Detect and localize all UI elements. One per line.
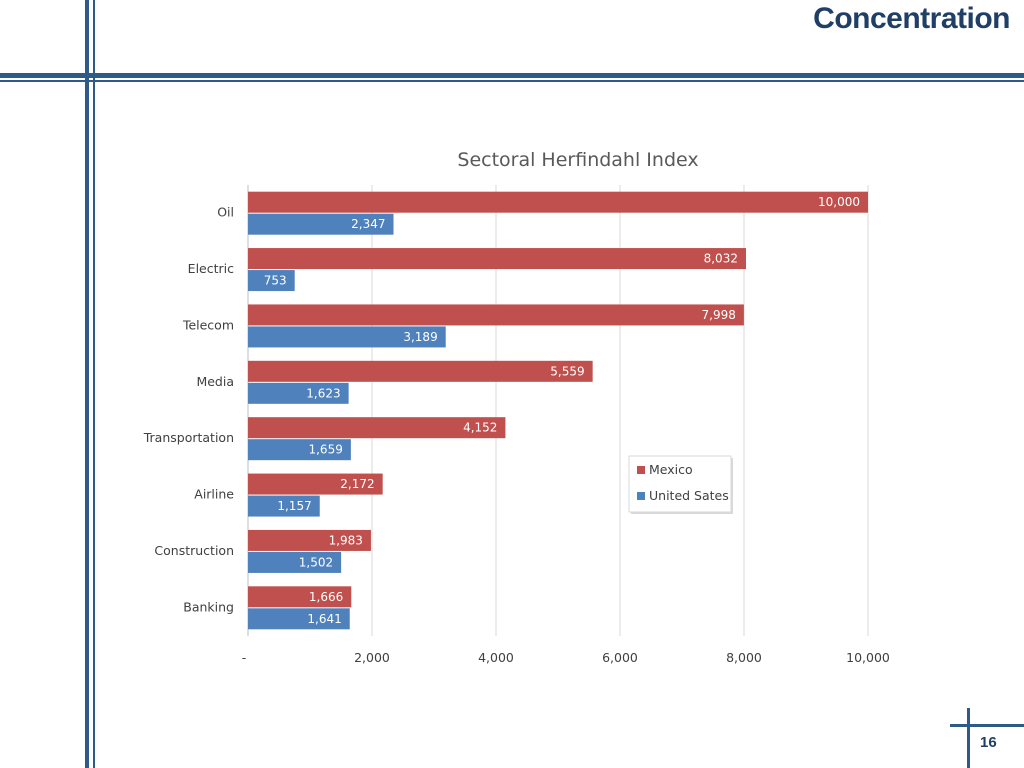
- us-value-label: 1,623: [306, 386, 340, 400]
- mexico-value-label: 4,152: [463, 421, 497, 435]
- category-label: Airline: [194, 487, 234, 502]
- page-corner-horizontal-rule: [950, 724, 1024, 727]
- us-bar: [248, 551, 342, 573]
- category-label: Construction: [154, 543, 234, 558]
- us-bar: [248, 439, 351, 461]
- header-horizontal-rule-secondary: [0, 80, 1024, 82]
- page-number: 16: [980, 734, 997, 751]
- x-tick-label: 8,000: [726, 650, 762, 665]
- legend-label-us: United Sates: [649, 488, 729, 503]
- category-label: Telecom: [182, 317, 234, 332]
- chart-title: Sectoral Herfindahl Index: [457, 149, 698, 171]
- us-bar: [248, 213, 394, 235]
- us-bar: [248, 608, 350, 630]
- slide-title: Concentration: [813, 2, 1010, 35]
- us-value-label: 1,659: [308, 443, 342, 457]
- x-tick-label: 6,000: [602, 650, 638, 665]
- us-bar: [248, 382, 349, 404]
- mexico-bar: [248, 304, 744, 326]
- legend-label-mexico: Mexico: [649, 462, 693, 477]
- category-label: Transportation: [143, 430, 234, 445]
- x-tick-label: 4,000: [478, 650, 514, 665]
- left-vertical-rule-secondary: [93, 0, 95, 768]
- mexico-value-label: 8,032: [704, 252, 738, 266]
- us-value-label: 3,189: [403, 330, 437, 344]
- mexico-value-label: 7,998: [702, 308, 736, 322]
- category-label: Electric: [188, 261, 234, 276]
- category-label: Banking: [183, 599, 234, 614]
- mexico-bar: [248, 473, 383, 495]
- legend-swatch-mexico: [637, 466, 645, 474]
- us-bar: [248, 270, 295, 292]
- mexico-bar: [248, 191, 868, 213]
- mexico-value-label: 2,172: [340, 477, 374, 491]
- category-label: Media: [196, 374, 234, 389]
- us-value-label: 2,347: [351, 217, 385, 231]
- category-label: Oil: [217, 205, 234, 220]
- mexico-value-label: 5,559: [550, 364, 584, 378]
- us-value-label: 1,641: [307, 612, 341, 626]
- mexico-value-label: 1,983: [329, 533, 363, 547]
- us-bar: [248, 326, 446, 348]
- legend-box: [628, 455, 732, 513]
- us-bar: [248, 495, 320, 517]
- us-value-label: 1,157: [277, 499, 311, 513]
- x-tick-label: -: [242, 650, 247, 665]
- mexico-bar: [248, 529, 371, 551]
- x-tick-label: 2,000: [354, 650, 390, 665]
- mexico-bar: [248, 417, 506, 439]
- mexico-bar: [248, 586, 352, 608]
- page-corner-vertical-rule: [967, 708, 970, 768]
- mexico-value-label: 10,000: [818, 195, 860, 209]
- us-value-label: 753: [264, 274, 287, 288]
- left-vertical-rule: [85, 0, 89, 768]
- mexico-bar: [248, 360, 593, 382]
- legend-swatch-us: [637, 492, 645, 500]
- mexico-value-label: 1,666: [309, 590, 343, 604]
- header-horizontal-rule: [0, 73, 1024, 78]
- us-value-label: 1,502: [299, 555, 333, 569]
- mexico-bar: [248, 248, 746, 270]
- x-tick-label: 10,000: [846, 650, 890, 665]
